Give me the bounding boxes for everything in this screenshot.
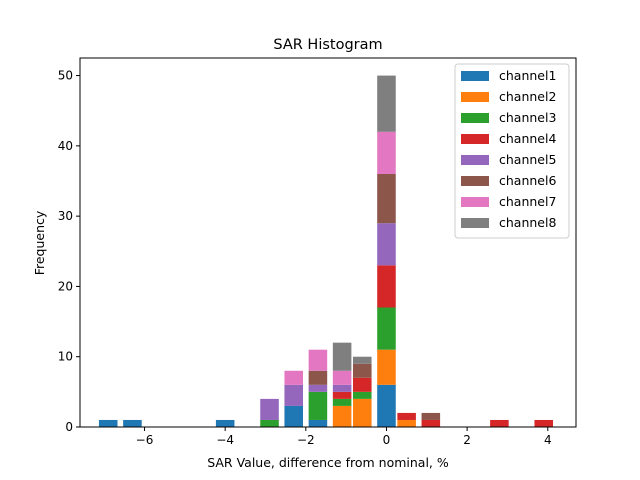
legend-swatch-channel5 bbox=[461, 155, 489, 165]
legend-label-channel3: channel3 bbox=[499, 110, 556, 125]
bar-channel6-bin-10 bbox=[421, 412, 441, 420]
legend-swatch-channel2 bbox=[461, 92, 489, 102]
x-axis-ticks: −6 −4 −2 0 2 4 bbox=[136, 427, 552, 447]
bar-channel5-bin-5 bbox=[308, 384, 328, 392]
y-tick-label: 40 bbox=[58, 139, 73, 153]
bar-channel2-bin-6 bbox=[332, 405, 352, 427]
bar-channel2-bin-9 bbox=[397, 419, 416, 427]
x-axis-label: SAR Value, difference from nominal, % bbox=[207, 455, 449, 470]
chart-title: SAR Histogram bbox=[273, 37, 382, 53]
legend-swatch-channel3 bbox=[461, 113, 489, 123]
bar-channel4-bin-6 bbox=[332, 391, 352, 399]
bar-channel6-bin-8 bbox=[377, 173, 396, 224]
x-tick-label: 0 bbox=[383, 433, 391, 447]
bar-channel1-bin-5 bbox=[308, 419, 328, 427]
bar-channel3-bin-7 bbox=[353, 391, 372, 399]
y-axis-ticks: 0 10 20 30 40 50 bbox=[58, 69, 80, 434]
y-axis-label: Frequency bbox=[32, 210, 47, 275]
y-tick-label: 20 bbox=[58, 279, 73, 293]
legend-label-channel4: channel4 bbox=[499, 131, 556, 146]
bar-channel7-bin-4 bbox=[284, 370, 303, 385]
bar-channel1-bin-8 bbox=[377, 384, 396, 427]
bar-channel3-bin-6 bbox=[332, 398, 352, 406]
bar-channel5-bin-6 bbox=[332, 384, 352, 392]
legend-swatch-channel1 bbox=[461, 71, 489, 81]
bar-channel1-bin-0 bbox=[98, 419, 118, 427]
bar-channel2-bin-7 bbox=[353, 398, 372, 427]
bar-channel3-bin-5 bbox=[308, 391, 328, 420]
bar-channel3-bin-8 bbox=[377, 307, 396, 350]
bar-channel5-bin-4 bbox=[284, 384, 303, 406]
plot-frame bbox=[79, 57, 577, 428]
legend-label-channel8: channel8 bbox=[499, 215, 556, 230]
bar-channel5-bin-8 bbox=[377, 223, 396, 266]
legend: channel1 channel2 channel3 channel4 channel5… bbox=[454, 63, 570, 239]
legend-label-channel5: channel5 bbox=[499, 152, 556, 167]
x-tick-label: 4 bbox=[544, 433, 552, 447]
y-tick-label: 30 bbox=[58, 209, 73, 223]
bar-channel7-bin-6 bbox=[332, 370, 352, 385]
bar-channel2-bin-8 bbox=[377, 349, 396, 385]
bar-channel5-bin-3 bbox=[260, 398, 279, 420]
bar-channel4-bin-11 bbox=[490, 419, 509, 427]
legend-swatch-channel6 bbox=[461, 176, 489, 186]
bar-channel6-bin-5 bbox=[308, 370, 328, 385]
bars-group bbox=[98, 75, 554, 427]
y-tick-label: 10 bbox=[58, 350, 73, 364]
x-tick-label: −6 bbox=[136, 433, 154, 447]
x-tick-label: −4 bbox=[216, 433, 234, 447]
bar-channel4-bin-7 bbox=[353, 377, 372, 392]
legend-label-channel1: channel1 bbox=[499, 68, 556, 83]
bar-channel3-bin-3 bbox=[260, 419, 279, 427]
bar-channel7-bin-8 bbox=[377, 131, 396, 174]
bar-channel7-bin-5 bbox=[308, 349, 328, 371]
y-tick-label: 50 bbox=[58, 69, 73, 83]
legend-label-channel2: channel2 bbox=[499, 89, 556, 104]
bar-channel4-bin-12 bbox=[534, 419, 554, 427]
x-tick-label: −2 bbox=[297, 433, 315, 447]
bar-channel4-bin-10 bbox=[421, 419, 441, 427]
legend-swatch-channel8 bbox=[461, 218, 489, 228]
bar-channel1-bin-4 bbox=[284, 405, 303, 427]
legend-label-channel7: channel7 bbox=[499, 194, 556, 209]
bar-channel4-bin-9 bbox=[397, 412, 416, 420]
bar-channel1-bin-1 bbox=[123, 419, 142, 427]
legend-label-channel6: channel6 bbox=[499, 173, 556, 188]
bar-channel8-bin-8 bbox=[377, 75, 396, 132]
bar-channel8-bin-7 bbox=[353, 356, 372, 364]
bar-channel8-bin-6 bbox=[332, 342, 352, 371]
y-tick-label: 0 bbox=[65, 420, 73, 434]
legend-swatch-channel7 bbox=[461, 197, 489, 207]
bar-channel6-bin-7 bbox=[353, 363, 372, 378]
x-tick-label: 2 bbox=[463, 433, 471, 447]
legend-swatch-channel4 bbox=[461, 134, 489, 144]
bar-channel4-bin-8 bbox=[377, 265, 396, 308]
legend-frame bbox=[454, 63, 570, 239]
bar-channel1-bin-2 bbox=[215, 419, 235, 427]
